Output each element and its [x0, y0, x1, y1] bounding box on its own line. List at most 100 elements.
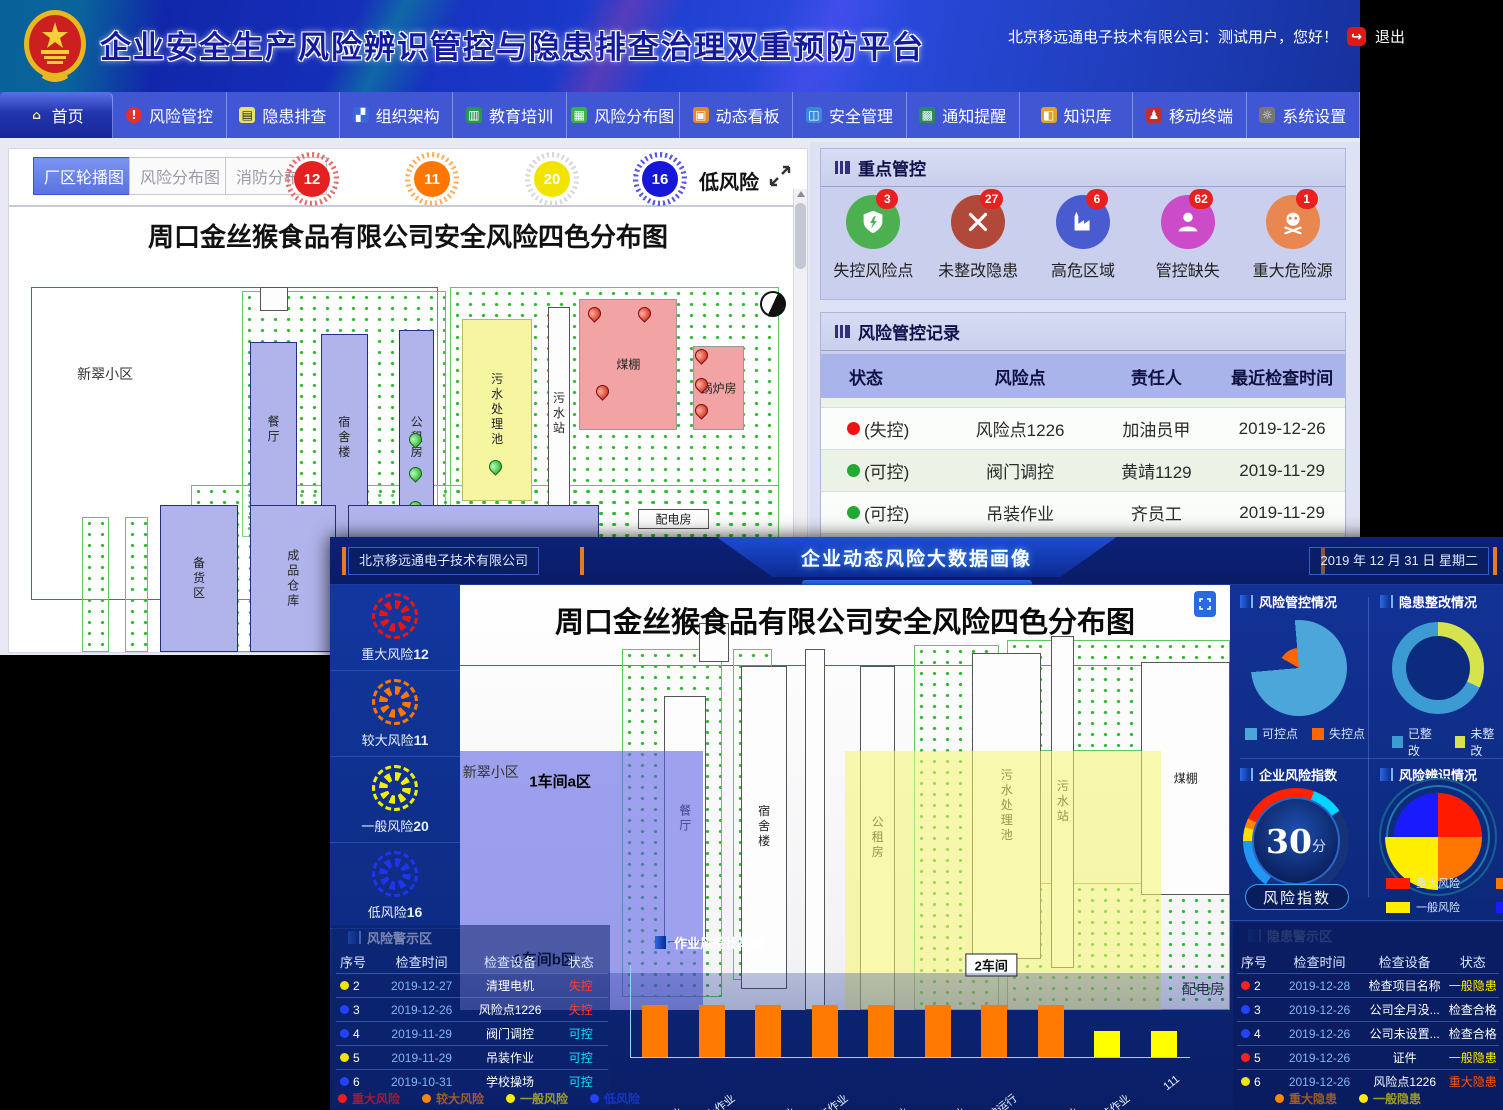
key-control-item[interactable]: 3 失控风险点 [823, 189, 923, 281]
alert-table-row[interactable]: 3 2019-12-26 公司全月没... 检查合格 [1237, 997, 1499, 1021]
records-table-row[interactable]: (可控) 吊装作业 齐员工 2019-11-29 [821, 492, 1345, 534]
map-bldw-宿舍楼: 宿舍楼 [741, 665, 788, 989]
legend-dot [338, 1094, 347, 1103]
tab-首页[interactable]: ⌂ 首页 [0, 92, 114, 138]
seq-dot [340, 1029, 349, 1038]
fullscreen-icon[interactable] [767, 163, 793, 194]
count-badge: 62 [1189, 189, 1213, 209]
tab-风险管控[interactable]: ! 风险管控 [113, 92, 227, 138]
alert-table-row[interactable]: 3 2019-12-26 风险点1226 失控 [336, 997, 608, 1021]
tab-隐患排查[interactable]: ▤ 隐患排查 [227, 92, 340, 138]
map-label: 备货区 [191, 556, 206, 602]
tab-移动终端[interactable]: ♟ 移动终端 [1133, 92, 1247, 138]
scrollbar-thumb[interactable] [795, 203, 806, 269]
tab-教育培训[interactable]: ▥ 教育培训 [453, 92, 567, 138]
tab-安全管理[interactable]: ◫ 安全管理 [793, 92, 907, 138]
risk-count-badge: 20 [534, 161, 570, 197]
map-view-button-厂区轮播图[interactable]: 厂区轮播图 [33, 157, 136, 195]
bar-盲板抽堵作业 [642, 1005, 668, 1057]
dashboard-title-banner: 企业动态风险大数据画像 [716, 537, 1117, 577]
alert-table-row[interactable]: 6 2019-10-31 学校操场 可控 [336, 1069, 608, 1093]
safety-icon: ◫ [805, 107, 822, 123]
key-control-item[interactable]: 1 重大危险源 [1243, 189, 1343, 281]
alert-table-row[interactable]: 4 2019-11-29 阀门调控 可控 [336, 1021, 608, 1045]
row-device: 检查项目名称 [1368, 979, 1441, 993]
divider [1240, 758, 1503, 759]
accent-bar [580, 547, 584, 575]
tab-label: 风险分布图 [594, 109, 675, 126]
tab-通知提醒[interactable]: ▩ 通知提醒 [907, 92, 1020, 138]
platform-header: 企业安全生产风险辨识管控与隐患排查治理双重预防平台 北京移远通电子技术有限公司：… [0, 0, 1405, 92]
map-expand-icon[interactable] [1194, 591, 1216, 617]
map-view-button-风险分布图[interactable]: 风险分布图 [129, 157, 232, 195]
alert-table-row[interactable]: 2 2019-12-28 检查项目名称 一般隐患 [1237, 973, 1499, 997]
row-status: 可控 [568, 1051, 593, 1065]
legend-swatch [1386, 877, 1410, 889]
tab-组织架构[interactable]: ▞ 组织架构 [340, 92, 454, 138]
alert-table-row[interactable]: 5 2019-11-29 吊装作业 可控 [336, 1045, 608, 1069]
accent-icon [1380, 768, 1393, 781]
record-status: (失控) [821, 416, 947, 441]
row-date: 2019-12-26 [1288, 1050, 1351, 1065]
logout-button[interactable]: 退出 [1375, 29, 1406, 46]
bar-111 [1150, 1031, 1177, 1057]
key-control-item[interactable]: 27 未整改隐患 [928, 189, 1028, 281]
row-date: 2019-12-26 [390, 1002, 453, 1017]
legend-label: 一般风险 [1416, 902, 1460, 914]
row-seq: 5 [1237, 1051, 1276, 1065]
alert-table-row[interactable]: 6 2019-12-26 风险点1226 重大隐患 [1237, 1069, 1499, 1093]
bar-category-label: 动土作业 [693, 1090, 738, 1110]
legend-dot [590, 1094, 600, 1103]
person-icon: 62 [1160, 189, 1215, 249]
records-table-row[interactable]: (失控) 风险点1226 加油员甲 2019-12-26 [821, 408, 1345, 450]
risk-index-button[interactable]: 风险指数 [1245, 884, 1349, 910]
dashboard-map-items: 餐厅宿舍楼公租房污水处理池污水站煤棚新翠小区1车间a区1车间b区2车间配电房 [460, 585, 1230, 1010]
row-seq: 6 [1237, 1075, 1276, 1089]
col-header: 序号 [340, 954, 367, 970]
map-scrollbar[interactable] [793, 189, 807, 652]
map-label: 成品仓库 [285, 548, 300, 609]
records-table-row[interactable]: (失控)清理电机黄员工2019-12-27 [821, 398, 1345, 408]
tab-系统设置[interactable]: ☼ 系统设置 [1247, 92, 1360, 138]
risk-level-重大风险: 重大风险12 [330, 585, 460, 671]
key-control-item[interactable]: 62 管控缺失 [1138, 189, 1238, 281]
tab-label: 首页 [51, 109, 84, 126]
map-bld-备货区: 备货区 [159, 505, 239, 652]
job-risk-bar-chart: 盲板抽堵作业 动土作业液体打料作业 卸车作业设备检修作业设备安装作业 锅炉运行临时用电… [620, 960, 1200, 1110]
map-label: 污水站 [551, 391, 566, 437]
key-control-label: 未整改隐患 [938, 263, 1019, 280]
hazard-icon: ▤ [239, 107, 256, 123]
map-label: 新翠小区 [462, 764, 519, 780]
alert-table-row[interactable]: 2 2019-12-27 清理电机 失控 [336, 973, 608, 997]
table-header-row: 序号 检查时间 检查设备 状态 [1237, 949, 1499, 973]
row-date: 2019-11-29 [391, 1050, 452, 1065]
logout-icon[interactable]: ↪ [1347, 27, 1367, 46]
count-badge: 27 [979, 189, 1004, 209]
alert-table-row[interactable]: 5 2019-12-26 证件 一般隐患 [1237, 1045, 1499, 1069]
records-table-header: 状态 风险点 责任人 最近检查时间 [821, 354, 1345, 398]
tab-风险分布图[interactable]: ▦ 风险分布图 [567, 92, 680, 138]
bar-锅炉运行 [981, 1005, 1007, 1057]
tab-知识库[interactable]: ◧ 知识库 [1020, 92, 1134, 138]
row-device: 学校操场 [486, 1075, 535, 1089]
tab-动态看板[interactable]: ▣ 动态看板 [680, 92, 794, 138]
seq-dot [340, 1005, 349, 1014]
bar-设备安装作业 [924, 1005, 951, 1057]
scroll-up-icon[interactable] [797, 191, 805, 197]
home-icon: ⌂ [32, 108, 41, 122]
red-risk-pin [593, 382, 612, 401]
key-control-item[interactable]: 6 高危区域 [1033, 189, 1133, 281]
divider [1368, 597, 1369, 897]
row-status: 检查合格 [1448, 1003, 1497, 1017]
records-table-row[interactable]: (可控) 阀门调控 黄靖1129 2019-11-29 [821, 450, 1345, 492]
alert-table-row[interactable]: 4 2019-12-26 公司未设置... 检查合格 [1237, 1021, 1499, 1045]
legend-label: 一般隐患 [1373, 1092, 1422, 1106]
col-header: 状态 [567, 954, 594, 970]
status-dot [847, 506, 860, 519]
record-status: (可控) [821, 458, 947, 483]
tab-label: 知识库 [1063, 109, 1112, 126]
x-axis [630, 1057, 1190, 1058]
risk-level-低风险: 低风险16 [330, 843, 460, 929]
row-status: 检查合格 [1448, 1027, 1497, 1041]
